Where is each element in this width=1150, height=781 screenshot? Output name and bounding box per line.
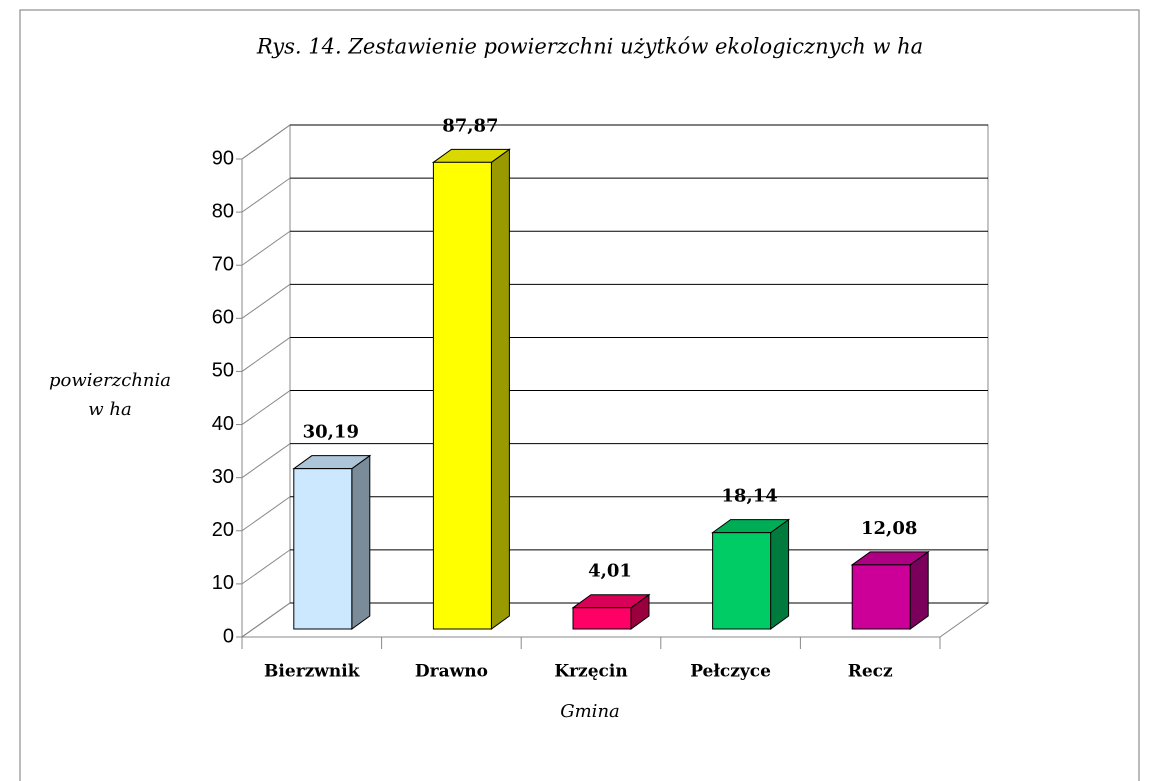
y-tick-label: 50	[212, 360, 234, 382]
grid-line	[241, 337, 291, 372]
bar	[712, 532, 772, 630]
bar	[572, 607, 632, 630]
y-tick-label: 20	[212, 519, 234, 541]
bar-side	[770, 518, 790, 630]
x-tick-label: Pełczyce	[690, 662, 771, 682]
grid-line	[241, 443, 291, 479]
y-tick-label: 30	[212, 466, 234, 488]
y-tick-label: 60	[212, 307, 234, 329]
data-label: 12,08	[861, 518, 917, 539]
chart-title: Rys. 14. Zestawienie powierzchni użytków…	[256, 35, 923, 59]
x-tick-label: Drawno	[415, 662, 488, 682]
data-label: 30,19	[303, 422, 359, 443]
grid-line	[241, 283, 291, 319]
side-wall	[241, 124, 291, 638]
y-tick-label: 10	[212, 572, 234, 594]
bar-side	[351, 454, 371, 630]
bar	[432, 161, 492, 630]
y-axis-label: w ha	[88, 399, 131, 420]
bar	[851, 564, 911, 630]
x-tick-label: Krzęcin	[554, 662, 627, 682]
y-tick-label: 0	[223, 625, 234, 647]
grid-line	[241, 124, 291, 160]
grid-line	[241, 496, 291, 532]
grid-line	[241, 602, 291, 638]
y-axis-label: powierzchnia	[49, 370, 171, 391]
grid-line	[241, 177, 291, 213]
grid-line	[241, 230, 291, 266]
x-tick-label: Recz	[848, 662, 893, 682]
x-axis-label: Gmina	[560, 701, 620, 722]
grid-line	[241, 390, 291, 425]
y-tick-label: 80	[212, 200, 234, 222]
bar	[293, 468, 353, 630]
data-label: 87,87	[442, 115, 498, 136]
grid-line	[241, 549, 291, 585]
y-tick-label: 40	[212, 413, 234, 435]
bar-side	[490, 148, 510, 630]
x-tick-label: Bierzwnik	[264, 662, 361, 682]
data-label: 4,01	[588, 561, 632, 582]
y-tick-label: 90	[212, 147, 234, 169]
data-label: 18,14	[721, 486, 777, 507]
y-tick-label: 70	[212, 254, 234, 276]
